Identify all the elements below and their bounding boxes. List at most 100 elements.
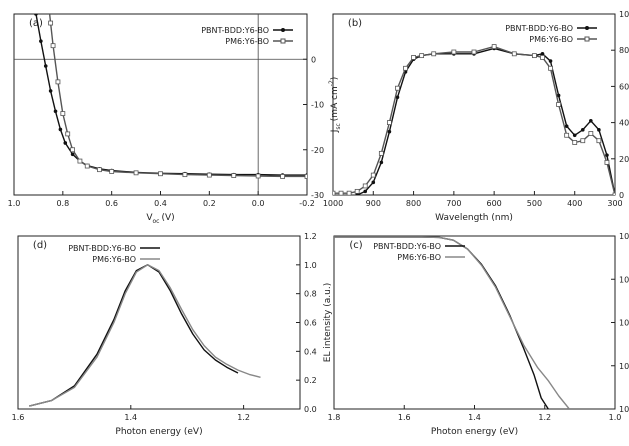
x-tick-label: 600 <box>487 199 502 208</box>
legend-label: PM6:Y6-BO <box>397 253 441 262</box>
y-tick-label: 0.6 <box>304 319 317 328</box>
y-axis-label-sub: sc <box>335 123 342 129</box>
x-axis-label: Wavelength (nm) <box>435 213 513 223</box>
data-point-open <box>77 158 83 164</box>
data-point-open <box>280 174 285 179</box>
legend-marker-filled <box>585 26 589 30</box>
data-point-filled <box>589 118 593 123</box>
data-point-open <box>255 173 261 179</box>
data-point-open <box>451 49 457 55</box>
data-point-open <box>540 55 545 60</box>
x-tick-label: 1.2 <box>538 413 551 422</box>
data-point-filled <box>34 14 38 16</box>
data-point-filled <box>363 189 368 194</box>
data-point-open <box>491 44 497 49</box>
data-point-open <box>370 172 376 178</box>
panel-eqe: 300 400 500 600 700 800 900 1000 0 20 40 60 80 100 Wav… <box>323 10 629 223</box>
x-tick-label: 1.0 <box>8 199 21 208</box>
legend-label: PM6:Y6-BO <box>225 37 269 46</box>
y-tick-label: -30 <box>311 191 324 200</box>
y-tick-label: 10-2 <box>619 317 629 328</box>
panel-jv: -0.2 0.0 0.2 0.4 0.6 0.8 1.0 -30 -20 -10 0 Voc (V) Js… <box>8 0 342 225</box>
legend-marker-filled <box>281 28 285 32</box>
data-point-open <box>97 167 102 173</box>
legend: PBNT-BDD:Y6-BO PM6:Y6-BO <box>201 26 293 46</box>
legend-label: PBNT-BDD:Y6-BO <box>373 242 441 251</box>
x-tick-label: 1.6 <box>398 413 411 422</box>
x-tick-label: 500 <box>527 199 542 208</box>
y-tick-label: 100 <box>619 230 629 241</box>
y-axis-label-main: J <box>330 130 340 134</box>
data-point-open <box>60 111 66 116</box>
panel-label: (d) <box>33 240 47 251</box>
data-point-filled <box>379 160 384 165</box>
data-point-open <box>304 174 307 179</box>
legend-label: PBNT-BDD:Y6-BO <box>505 24 573 33</box>
panel-label: (b) <box>348 18 362 29</box>
x-tick-label: 700 <box>446 199 461 208</box>
data-point-open <box>338 190 344 195</box>
x-tick-label: 900 <box>366 199 381 208</box>
panel-label: (c) <box>349 240 362 251</box>
y-tick-base: 10 <box>619 232 629 241</box>
series-group <box>34 0 307 179</box>
data-point-filled <box>540 52 545 56</box>
plot-frame <box>333 235 616 410</box>
y-tick-label: 40 <box>619 119 629 128</box>
series-line-0 <box>334 236 549 409</box>
x-tick-label: 0.0 <box>252 199 265 208</box>
y-tick-label: 10-3 <box>619 360 629 371</box>
y-tick-label: 0.8 <box>304 290 317 299</box>
data-point-open <box>46 0 50 2</box>
data-point-open <box>362 183 368 189</box>
data-point-filled <box>597 128 601 132</box>
data-point-open <box>206 172 212 178</box>
data-point-open <box>548 65 553 71</box>
data-point-open <box>346 190 352 195</box>
data-point-open <box>386 120 392 125</box>
data-point-filled <box>572 133 577 138</box>
y-tick-label: 0.4 <box>304 347 317 356</box>
series-group <box>334 236 570 409</box>
data-point-filled <box>53 109 58 114</box>
data-point-open <box>588 131 594 136</box>
data-point-open <box>431 51 437 57</box>
data-point-open <box>354 188 360 194</box>
series-line-1 <box>334 236 570 409</box>
data-point-filled <box>43 64 48 68</box>
data-point-filled <box>387 129 392 134</box>
data-point-open <box>55 79 61 85</box>
data-point-filled <box>371 180 376 185</box>
y-tick-label: 60 <box>619 82 629 91</box>
x-tick-label: -0.2 <box>299 199 315 208</box>
y-tick-label: 0 <box>311 55 316 64</box>
y-tick-label: 10-4 <box>619 403 629 414</box>
legend: PBNT-BDD:Y6-BO PM6:Y6-BO <box>505 24 597 44</box>
legend-marker-open <box>584 36 590 42</box>
series-line-1 <box>48 14 307 178</box>
data-point-open <box>378 150 384 156</box>
y-tick-label: 1.2 <box>304 232 317 241</box>
data-point-filled <box>580 128 585 132</box>
data-point-filled <box>70 152 75 157</box>
legend: PBNT-BDD:Y6-BO PM6:Y6-BO <box>68 244 160 264</box>
y-tick-base: 10 <box>619 319 629 328</box>
data-point-open <box>48 20 54 26</box>
data-point-open <box>395 85 400 91</box>
data-point-open <box>604 160 610 165</box>
series-group <box>333 44 615 195</box>
x-tick-label: 800 <box>406 199 421 208</box>
y-axis-label-tail: ) <box>330 77 340 81</box>
x-axis-label: Voc (V) <box>146 213 174 225</box>
y-axis-label: Jsc (mA cm-2) <box>328 77 342 134</box>
x-axis-label-unit: (V) <box>161 213 174 223</box>
x-axis-label-main: V <box>146 213 153 223</box>
y-tick-label: 100 <box>619 10 629 19</box>
data-point-open <box>84 163 90 169</box>
series-line-0 <box>356 47 615 195</box>
data-point-filled <box>48 89 53 93</box>
data-point-open <box>419 53 425 59</box>
data-point-open <box>231 173 237 178</box>
x-tick-label: 0.4 <box>154 199 167 208</box>
